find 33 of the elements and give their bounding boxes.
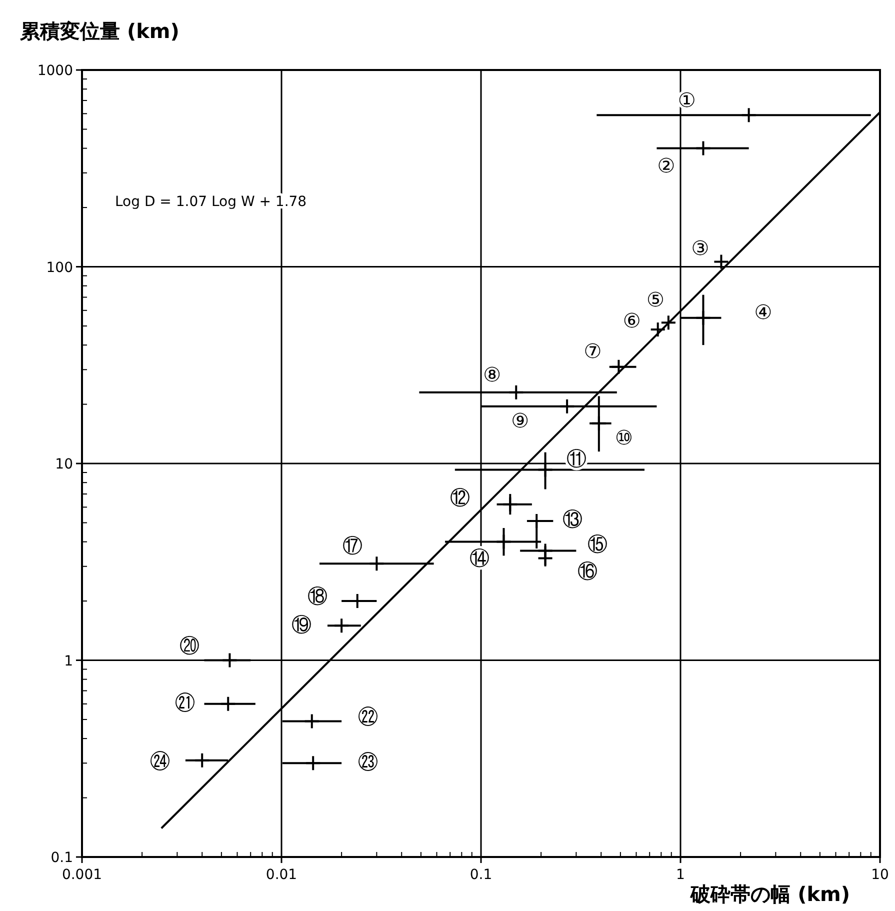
y-tick-label: 0.1 (50, 850, 73, 866)
x-tick-label: 0.001 (62, 867, 102, 883)
annotation: ② (657, 153, 676, 178)
annotation: ⑮ (587, 532, 608, 556)
x-tick-label: 1 (676, 867, 685, 883)
annotation: ③ (691, 236, 710, 260)
annotation: ⑬ (562, 507, 583, 532)
annotation: ⑧ (483, 362, 502, 386)
y-tick-label: 1000 (37, 63, 73, 79)
y-tick-label: 100 (46, 260, 73, 276)
annotation: ⑳ (180, 633, 200, 658)
x-tick-label: 10 (871, 867, 889, 883)
annotation: ⑨ (511, 408, 530, 432)
annotation: ⑫ (450, 485, 470, 510)
x-axis-title: 破砕帯の幅 (km) (690, 882, 850, 906)
annotation: ⑲ (292, 612, 312, 637)
x-tick-label: 0.01 (266, 867, 298, 883)
y-tick-label: 1 (64, 653, 73, 670)
annotation: ④ (754, 300, 772, 324)
annotation: ㉒ (358, 705, 378, 730)
annotation: ㉑ (175, 690, 196, 715)
annotation: ⑩ (614, 425, 633, 450)
annotation: ⑤ (646, 288, 664, 312)
annotation: ⑦ (584, 338, 602, 363)
annotation: ⑱ (307, 584, 328, 608)
annotation: ⑥ (622, 308, 641, 332)
annotation: ⑯ (577, 559, 598, 584)
annotation: ㉓ (358, 750, 378, 774)
y-axis-title: 累積変位量 (km) (19, 19, 180, 43)
annotation: ⑰ (342, 534, 363, 558)
x-tick-label: 0.1 (470, 867, 492, 883)
y-tick-label: 10 (55, 456, 73, 472)
annotation: ㉔ (150, 749, 170, 774)
